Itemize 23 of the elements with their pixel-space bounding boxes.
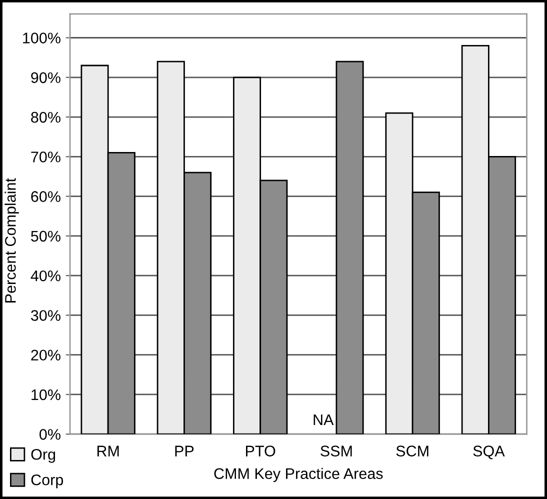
x-tick-label: SCM (396, 446, 428, 456)
y-tick-label: 20% (31, 350, 60, 361)
x-tick-label: PTO (246, 446, 276, 456)
legend-label: Corp (31, 474, 64, 488)
y-tick-label: 70% (31, 152, 60, 162)
y-tick-label: 40% (30, 270, 60, 282)
bar (336, 60, 364, 434)
x-tick-label: RM (97, 446, 119, 456)
y-tick-label: 90% (31, 72, 60, 84)
x-axis-title: CMM Key Practice Areas (214, 468, 383, 482)
x-tick-label: SSM (320, 446, 352, 456)
y-tick-label: 10% (32, 389, 60, 400)
x-tick-label: SQA (473, 446, 505, 460)
y-axis-title: Percent Complaint (4, 178, 19, 302)
annotation: NA (314, 414, 334, 426)
y-tick-label: 30% (30, 310, 60, 321)
legend-label: Org (31, 448, 56, 463)
x-tick-label: PP (175, 446, 194, 456)
y-tick-label: 0% (40, 429, 60, 440)
y-tick-label: 60% (31, 191, 60, 202)
y-tick-label: 80% (31, 112, 60, 123)
y-tick-label: 50% (31, 230, 60, 242)
y-tick-label: 100% (23, 32, 60, 44)
